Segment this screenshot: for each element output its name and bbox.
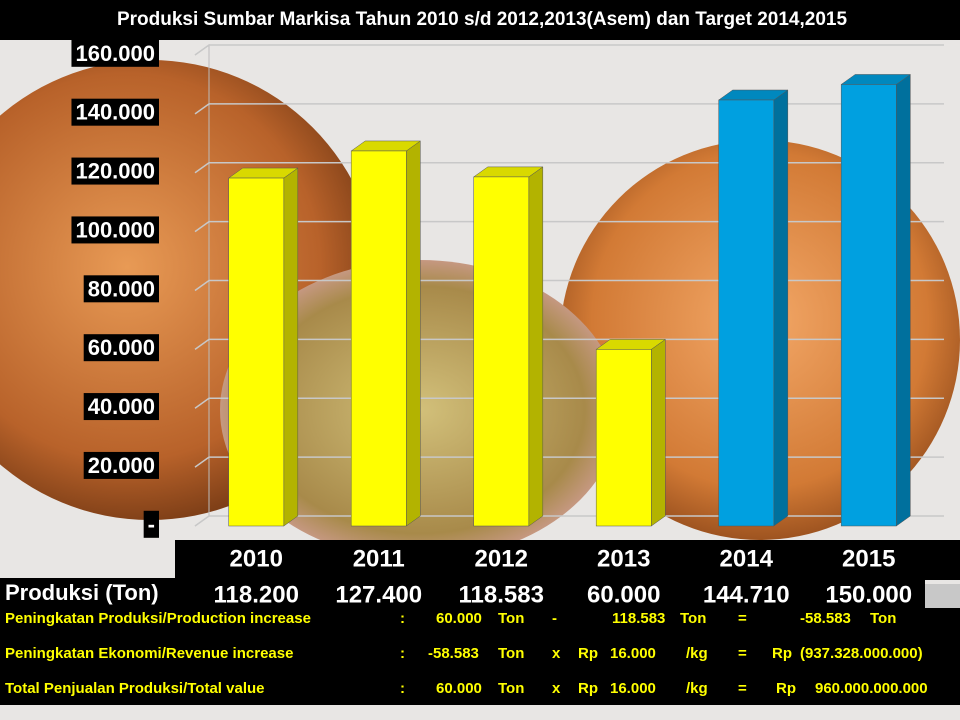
summary-cell: Ton: [498, 610, 524, 627]
grid-line: [194, 397, 944, 409]
x-tick-label: 2013: [597, 545, 650, 572]
y-tick-label: 160.000: [75, 41, 155, 66]
bar: [473, 176, 530, 527]
summary-cell: Rp: [578, 680, 598, 697]
bar: [228, 177, 285, 527]
summary-cell: Ton: [498, 645, 524, 662]
y-tick-label: 120.000: [75, 159, 155, 184]
summary-cell: 60.000: [436, 610, 482, 627]
x-tick-label: 2015: [842, 545, 895, 572]
bar-side: [651, 338, 666, 527]
bar-side: [896, 73, 911, 527]
summary-cell: x: [552, 645, 561, 662]
y-tick-label: 140.000: [75, 100, 155, 125]
y-tick-box: [71, 216, 159, 244]
summary-cell: Peningkatan Ekonomi/Revenue increase: [5, 645, 293, 662]
y-tick-box: [71, 98, 159, 126]
x-tick-label: 2011: [353, 545, 405, 572]
y-tick-label: -: [148, 512, 155, 537]
summary-cell: -58.583: [800, 610, 851, 627]
summary-cell: Total Penjualan Produksi/Total value: [5, 680, 265, 697]
y-tick-box: [71, 39, 159, 67]
y-tick-box: [83, 334, 159, 362]
summary-cell: =: [738, 680, 747, 697]
y-tick-label: 100.000: [75, 217, 155, 242]
row-label: Produksi (Ton): [5, 580, 159, 605]
value-label: 118.583: [459, 581, 544, 608]
summary-cell: /kg: [686, 645, 708, 662]
summary-cell: 16.000: [610, 680, 656, 697]
bar: [595, 349, 652, 527]
value-label: 60.000: [587, 581, 660, 608]
bar: [350, 150, 407, 527]
value-band: [0, 578, 925, 610]
grid-line: [194, 44, 944, 56]
y-tick-label: 20.000: [88, 453, 155, 478]
summary-cell: Rp: [776, 680, 796, 697]
y-tick-label: 60.000: [88, 335, 155, 360]
grid-line: [194, 279, 944, 292]
summary-cell: x: [552, 680, 561, 697]
value-label: 150.000: [825, 581, 912, 608]
grid-line: [194, 162, 944, 174]
summary-cell: :: [400, 610, 405, 627]
y-tick-label: 80.000: [88, 276, 155, 301]
title-bar: [0, 0, 960, 40]
corner-box: [925, 584, 960, 608]
y-tick-box: [83, 393, 159, 421]
y-tick-box: [83, 451, 159, 479]
grid-line: [194, 103, 944, 115]
summary-cell: (937.328.000.000): [800, 645, 923, 662]
bar: [718, 99, 775, 527]
summary-cell: Ton: [870, 610, 896, 627]
summary-cell: Ton: [680, 610, 706, 627]
grid-line: [194, 456, 944, 468]
value-label: 127.400: [335, 581, 422, 608]
x-tick-label: 2012: [475, 545, 528, 572]
summary-cell: =: [738, 645, 747, 662]
y-tick-box: [143, 510, 159, 538]
y-tick-box: [83, 275, 159, 303]
summary-cell: Peningkatan Produksi/Production increase: [5, 610, 311, 627]
value-label: 118.200: [214, 581, 299, 608]
summary-cell: 60.000: [436, 680, 482, 697]
summary-cell: /kg: [686, 680, 708, 697]
summary-cell: Rp: [578, 645, 598, 662]
summary-cell: 960.000.000.000: [815, 680, 928, 697]
bar-side: [406, 140, 421, 527]
x-tick-label: 2014: [720, 545, 774, 572]
bar-side: [773, 89, 789, 527]
summary-cell: 16.000: [610, 645, 656, 662]
grid-line: [194, 515, 944, 527]
bar-side: [528, 166, 544, 527]
summary-cell: :: [400, 645, 405, 662]
summary-cell: -58.583: [428, 645, 479, 662]
summary-cell: Rp: [772, 645, 792, 662]
summary-cell: -: [552, 610, 557, 627]
y-tick-label: 40.000: [88, 394, 155, 419]
x-tick-label: 2010: [230, 545, 283, 572]
y-tick-box: [71, 157, 159, 185]
grid-line: [194, 220, 944, 233]
value-label: 144.710: [703, 581, 790, 608]
bar-side: [283, 167, 299, 527]
bar: [840, 84, 897, 527]
summary-band: [0, 608, 960, 705]
grid-line: [194, 338, 944, 350]
summary-cell: =: [738, 610, 747, 627]
summary-cell: Ton: [498, 680, 524, 697]
category-band: [175, 540, 960, 580]
summary-cell: :: [400, 680, 405, 697]
summary-cell: 118.583: [612, 610, 665, 627]
chart-title: Produksi Sumbar Markisa Tahun 2010 s/d 2…: [117, 9, 848, 30]
